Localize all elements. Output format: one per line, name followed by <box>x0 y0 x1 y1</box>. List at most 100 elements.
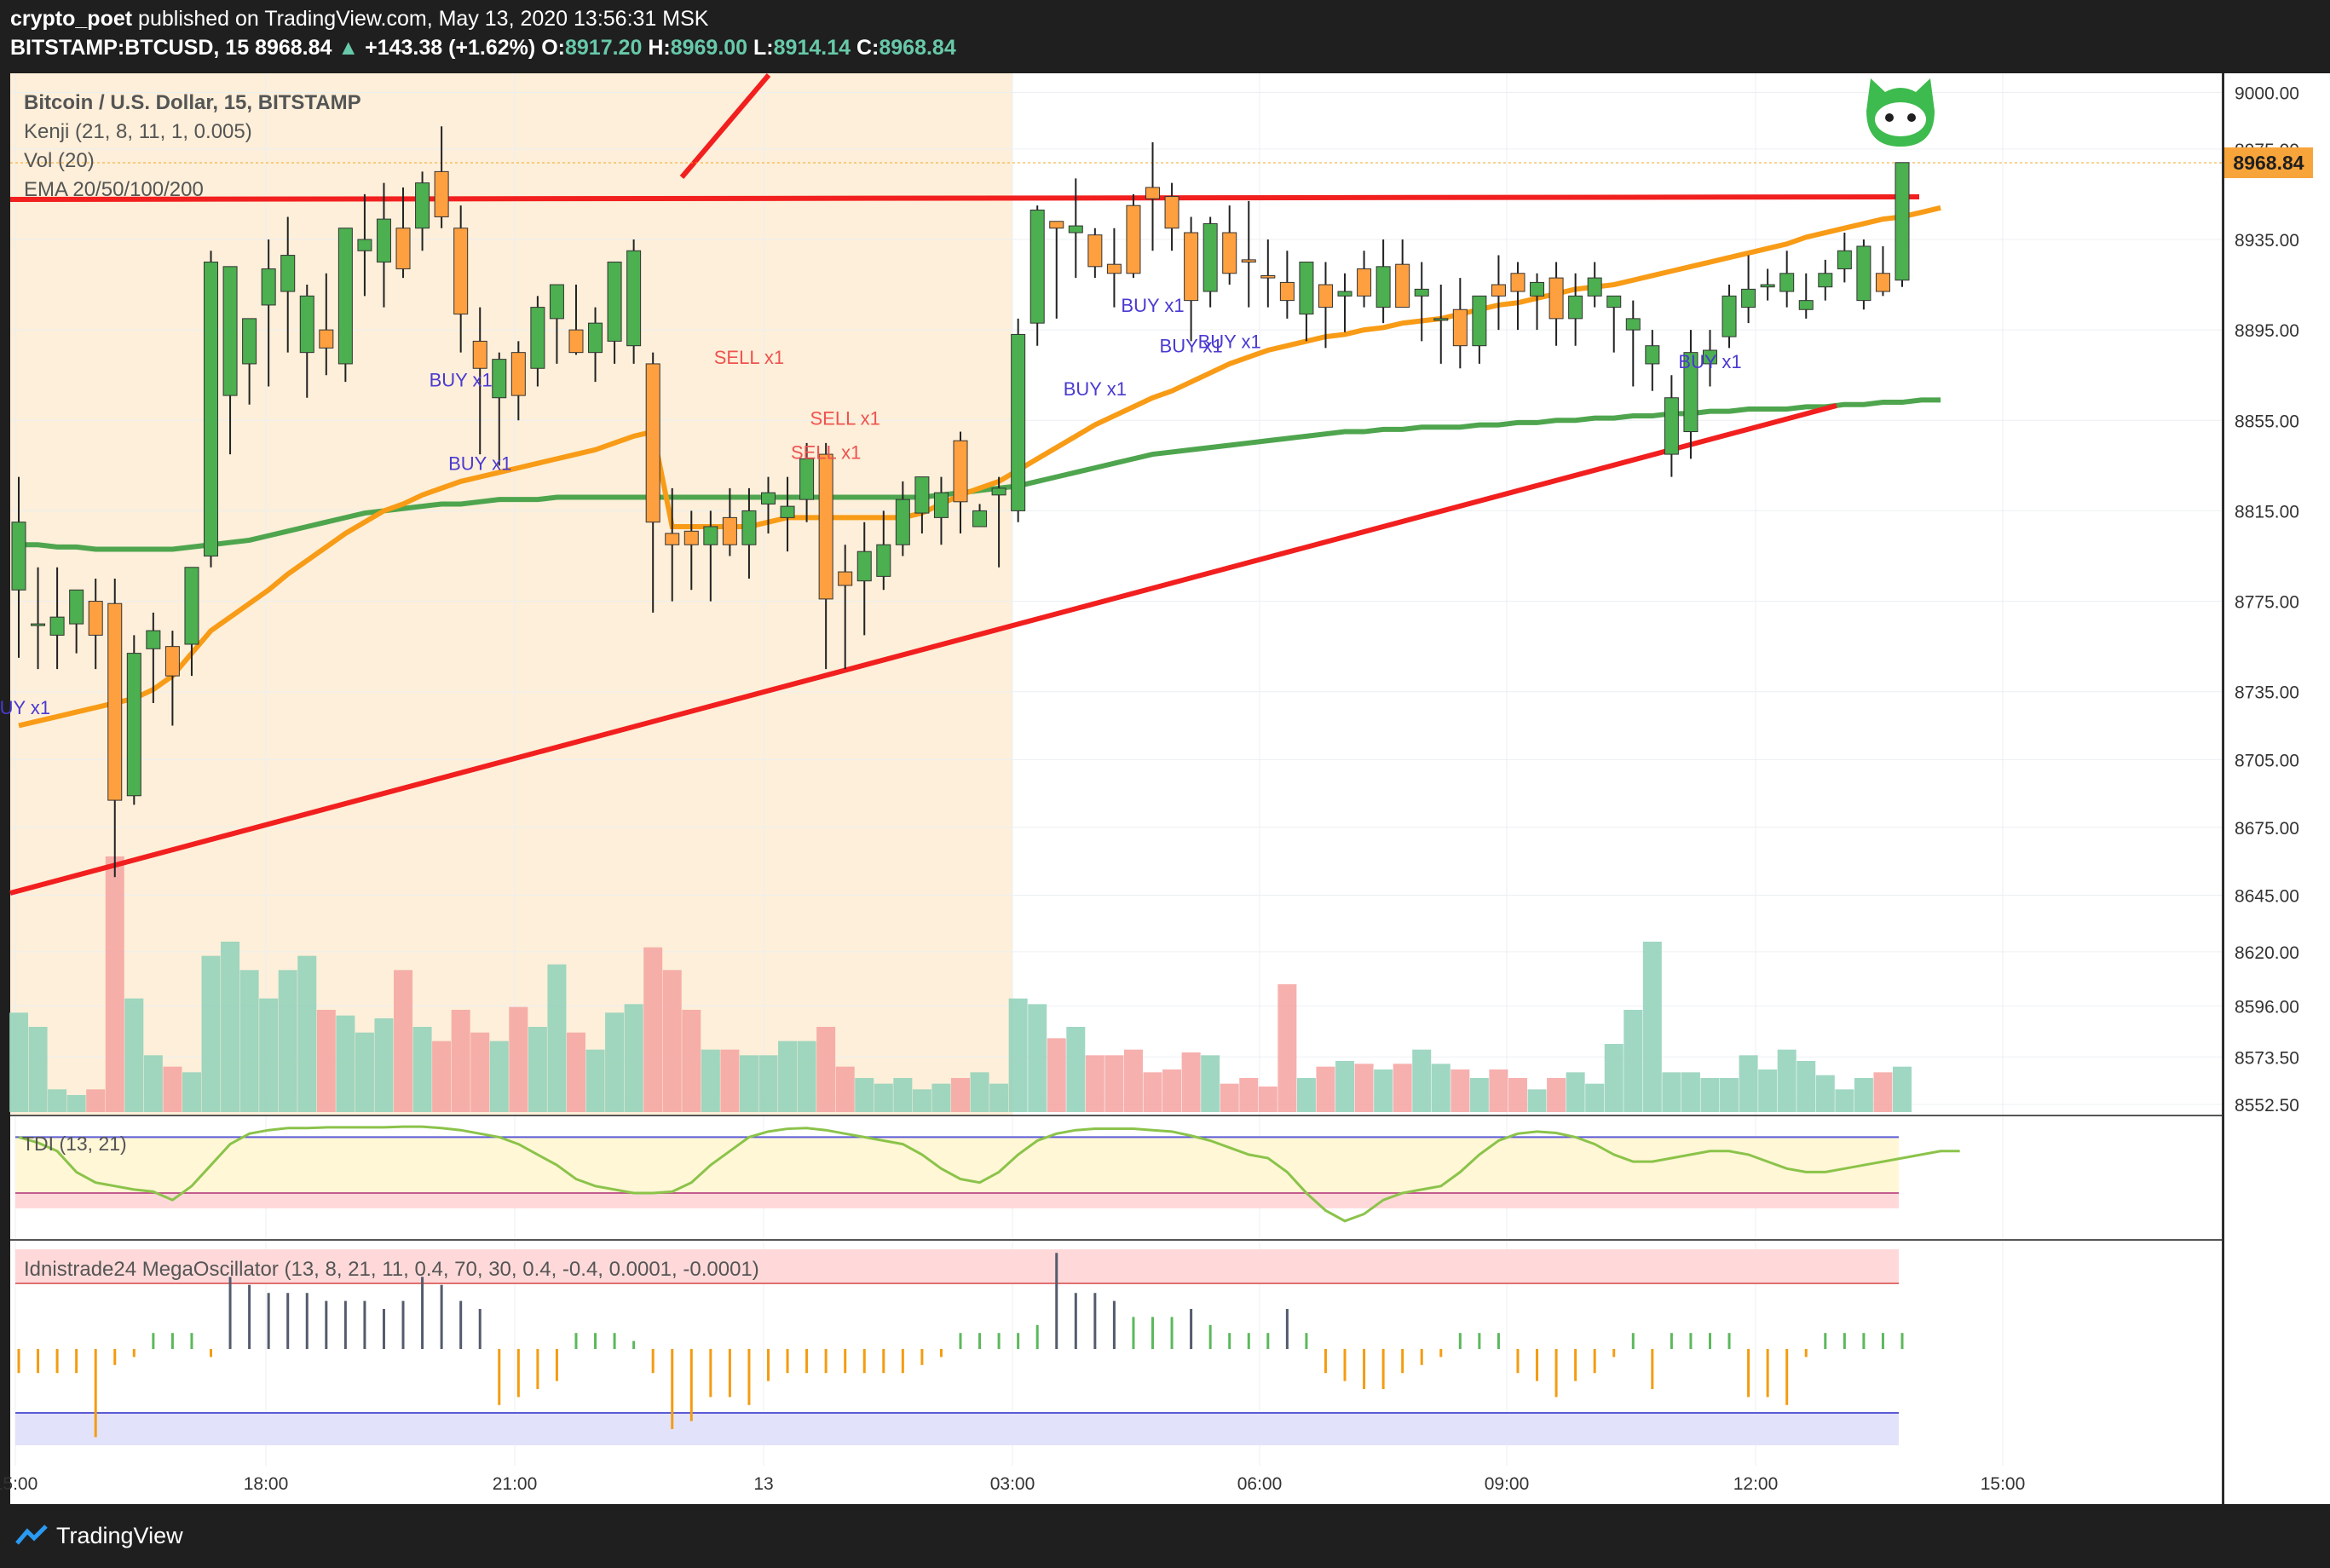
volume-bar <box>201 955 221 1112</box>
tdi-middle-band <box>15 1137 1899 1193</box>
candle-body <box>856 551 872 582</box>
volume-bar <box>1123 1049 1143 1112</box>
volume-bar <box>9 1012 28 1112</box>
candle-body <box>722 516 737 545</box>
oscillator-pane: 0.500.00-0.50 <box>15 1249 2287 1445</box>
candle-body <box>607 262 622 342</box>
volume-bar <box>1393 1064 1412 1112</box>
candle-body <box>107 602 123 801</box>
volume-bar <box>989 1083 1009 1112</box>
volume-bar <box>720 1049 740 1112</box>
resistance-line <box>9 194 1920 202</box>
volume-bar <box>1624 1010 1643 1112</box>
legend-ema[interactable]: EMA 20/50/100/200 <box>24 178 204 201</box>
signal-sell-label: SELL x1 <box>791 441 861 463</box>
candle-body <box>1241 259 1256 263</box>
candle-body <box>1145 187 1161 199</box>
candle-body <box>1087 234 1103 268</box>
candle-body <box>357 239 372 251</box>
candle-body <box>1741 288 1756 308</box>
volume-bar <box>1489 1069 1508 1112</box>
candle-body <box>1818 273 1833 288</box>
volume-bar <box>1854 1078 1873 1112</box>
candle-body <box>319 329 334 349</box>
price-tick-label: 8935.00 <box>2235 231 2299 251</box>
volume-bar <box>489 1041 509 1112</box>
legend-vol[interactable]: Vol (20) <box>24 149 95 172</box>
time-tick-label: 15:00 <box>0 1474 37 1494</box>
volume-bar <box>297 955 317 1112</box>
symbol-label[interactable]: BITSTAMP:BTCUSD, 15 <box>10 36 250 60</box>
candle-body <box>11 522 26 591</box>
candle-body <box>1184 232 1199 302</box>
candle-body <box>1337 291 1352 297</box>
candle-body <box>184 567 199 645</box>
last-price-tag <box>2224 147 2313 178</box>
volume-bar <box>835 1066 855 1112</box>
volume-bar <box>970 1072 989 1112</box>
oscillator-upper-band <box>15 1249 1899 1283</box>
high-label: H: <box>648 36 671 60</box>
volume-bar <box>547 964 567 1112</box>
volume-bar <box>624 1004 643 1112</box>
volume-bar <box>336 1015 355 1112</box>
candle-body <box>1530 281 1545 297</box>
volume-bar <box>739 1055 758 1112</box>
price-tick-label: 8855.00 <box>2235 412 2299 431</box>
candle-body <box>1202 222 1218 292</box>
volume-bar <box>28 1027 48 1112</box>
price-tick-label: 8895.00 <box>2235 321 2299 341</box>
volume-bar <box>432 1041 452 1112</box>
tdi-lower-band <box>15 1193 1899 1209</box>
candle-body <box>242 318 257 365</box>
volume-bar <box>1412 1049 1432 1112</box>
ascending-trendline <box>9 403 1837 896</box>
volume-bar <box>1201 1055 1220 1112</box>
drawn-segment <box>679 73 771 179</box>
volume-bar <box>1258 1087 1277 1112</box>
author-name[interactable]: crypto_poet <box>10 7 133 31</box>
volume-bar <box>931 1083 951 1112</box>
volume-bar <box>278 970 297 1112</box>
candle-body <box>1606 295 1622 308</box>
candle-body <box>510 352 526 396</box>
volume-bar <box>1335 1061 1355 1112</box>
volume-bar <box>605 1012 625 1112</box>
volume-bar <box>528 1027 547 1112</box>
volume-bar <box>48 1089 67 1112</box>
legend-kenji[interactable]: Kenji (21, 8, 11, 1, 0.005) <box>24 120 252 143</box>
volume-bar <box>374 1018 394 1112</box>
volume-bar <box>1277 984 1297 1112</box>
time-axis[interactable]: 15:00 18:00 21:00 13 03:00 06:00 09:00 12:00 15:… <box>0 1474 2025 1494</box>
volume-bar <box>1296 1078 1316 1112</box>
candle-body <box>530 307 545 369</box>
volume-bar <box>1720 1078 1739 1112</box>
volume-bar <box>1085 1055 1104 1112</box>
session-highlight <box>10 73 1012 1115</box>
candle-body <box>164 646 180 677</box>
volume-bar <box>182 1072 201 1112</box>
time-tick-label: 09:00 <box>1485 1474 1530 1494</box>
tradingview-logo-icon[interactable] <box>15 1525 49 1547</box>
candle-body <box>1299 262 1314 315</box>
volume-bar <box>1143 1072 1162 1112</box>
oscillator-legend[interactable]: Idnistrade24 MegaOscillator (13, 8, 21, … <box>24 1258 759 1281</box>
candle-body <box>31 623 46 626</box>
candle-body <box>1029 209 1045 324</box>
volume-bar <box>355 1032 374 1112</box>
volume-bar <box>1028 1004 1047 1112</box>
price-tick-label: 8552.50 <box>2235 1096 2299 1115</box>
tdi-legend[interactable]: TDI (13, 21) <box>22 1133 127 1155</box>
volume-bar <box>797 1041 816 1112</box>
volume-bar <box>1835 1089 1854 1112</box>
volume-bar <box>662 970 682 1112</box>
volume-bar <box>1008 998 1028 1112</box>
volume-bar <box>451 1010 470 1112</box>
publish-line: crypto_poet published on TradingView.com… <box>10 7 708 32</box>
candle-body <box>838 571 853 586</box>
tradingview-brand[interactable]: TradingView <box>56 1523 183 1548</box>
price-axis[interactable]: 9000.008975.008935.008895.008855.008815.… <box>2224 73 2330 1505</box>
volume-bar <box>105 856 124 1112</box>
